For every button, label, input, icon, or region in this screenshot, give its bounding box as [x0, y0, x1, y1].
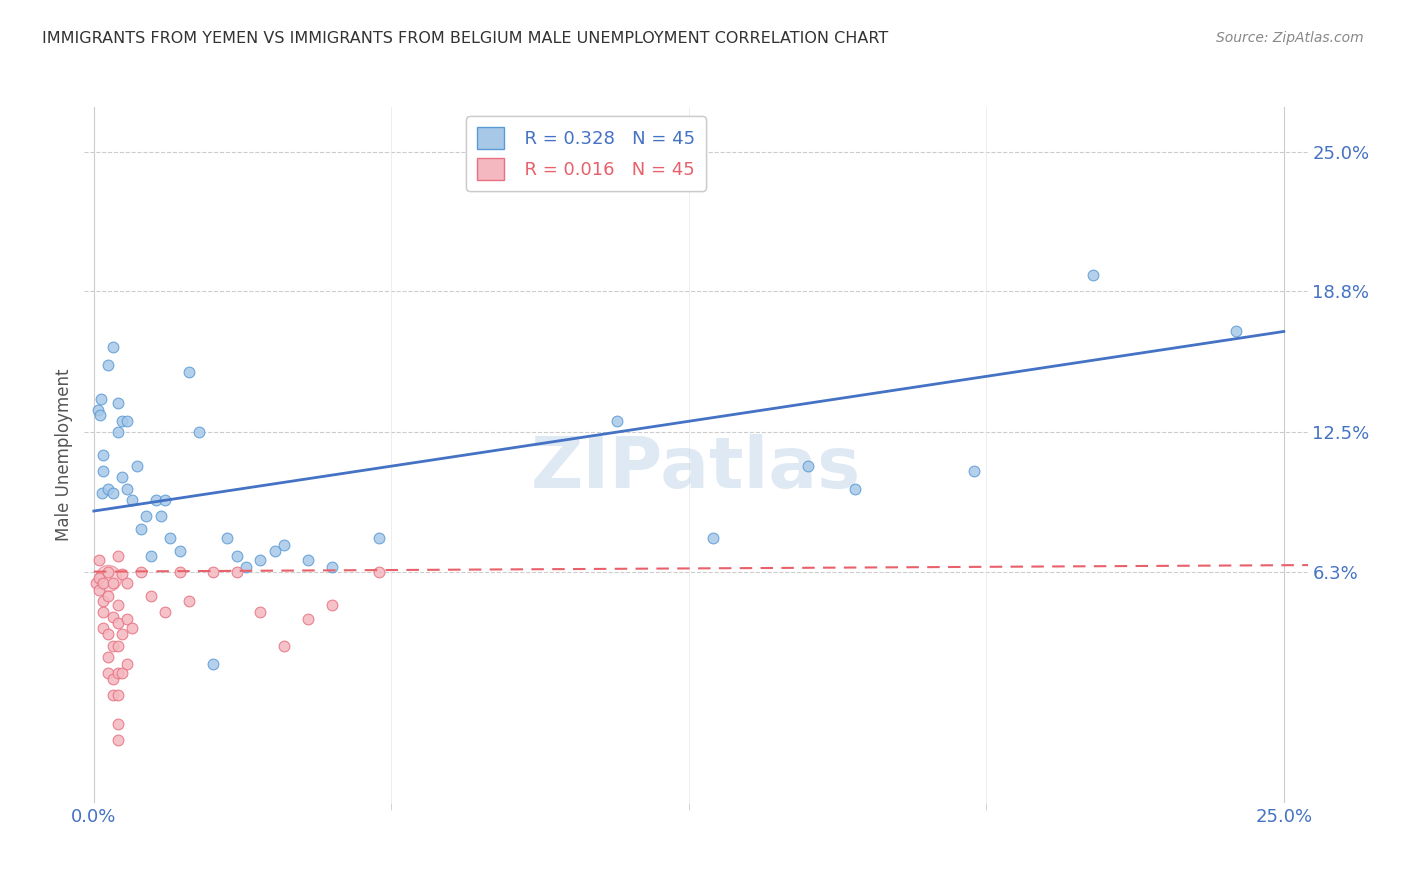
Point: [111, 665, 134, 680]
Point: [101, 688, 124, 702]
Text: Source: ZipAtlas.com: Source: ZipAtlas.com: [1216, 31, 1364, 45]
Point: [107, 717, 129, 731]
Point: [86, 403, 108, 417]
Point: [1083, 268, 1105, 283]
Point: [368, 565, 391, 579]
Point: [107, 639, 129, 653]
Legend:   R = 0.328   N = 45,   R = 0.016   N = 45: R = 0.328 N = 45, R = 0.016 N = 45: [465, 116, 706, 191]
Point: [91, 486, 114, 500]
Point: [111, 566, 134, 581]
Point: [101, 486, 124, 500]
Point: [155, 492, 177, 507]
Point: [844, 482, 866, 496]
Point: [263, 544, 285, 558]
Point: [90, 392, 112, 406]
Point: [702, 531, 724, 545]
Point: [131, 565, 153, 579]
Point: [225, 565, 247, 579]
Point: [97, 627, 120, 641]
Point: [249, 605, 271, 619]
Point: [87, 553, 110, 567]
Point: [177, 594, 200, 608]
Point: [297, 553, 319, 567]
Point: [368, 531, 391, 545]
Point: [93, 594, 115, 608]
Point: [201, 565, 224, 579]
Point: [273, 639, 295, 653]
Point: [87, 571, 110, 585]
Point: [97, 358, 120, 372]
Point: [169, 544, 191, 558]
Point: [963, 464, 986, 478]
Point: [101, 639, 124, 653]
Point: [1225, 325, 1247, 339]
Point: [225, 549, 247, 563]
Point: [101, 340, 124, 354]
Point: [89, 408, 111, 422]
Point: [217, 531, 239, 545]
Point: [111, 470, 134, 484]
Point: [107, 733, 129, 747]
Point: [115, 612, 138, 626]
Point: [93, 621, 115, 635]
Point: [139, 590, 162, 604]
Point: [606, 414, 628, 428]
Point: [115, 482, 138, 496]
Point: [121, 621, 143, 635]
Point: [125, 459, 148, 474]
Point: [97, 565, 120, 579]
Point: [115, 657, 138, 671]
Point: [107, 549, 129, 563]
Point: [107, 616, 129, 631]
Text: IMMIGRANTS FROM YEMEN VS IMMIGRANTS FROM BELGIUM MALE UNEMPLOYMENT CORRELATION C: IMMIGRANTS FROM YEMEN VS IMMIGRANTS FROM…: [42, 31, 889, 46]
Point: [149, 508, 172, 523]
Point: [135, 508, 157, 523]
Point: [321, 599, 343, 613]
Point: [249, 553, 271, 567]
Point: [115, 414, 138, 428]
Point: [187, 425, 209, 440]
Point: [797, 459, 820, 474]
Point: [97, 590, 120, 604]
Point: [101, 673, 124, 687]
Point: [177, 365, 200, 379]
Point: [93, 464, 115, 478]
Point: [93, 575, 115, 590]
Point: [97, 665, 120, 680]
Text: ZIPatlas: ZIPatlas: [531, 434, 860, 503]
Y-axis label: Male Unemployment: Male Unemployment: [55, 368, 73, 541]
Point: [97, 649, 120, 664]
Point: [101, 575, 124, 590]
Point: [155, 605, 177, 619]
Point: [139, 549, 162, 563]
Point: [159, 531, 181, 545]
Point: [131, 522, 153, 536]
Point: [111, 627, 134, 641]
Point: [121, 492, 143, 507]
Point: [169, 565, 191, 579]
Point: [111, 414, 134, 428]
Point: [97, 482, 120, 496]
Point: [321, 560, 343, 574]
Point: [84, 575, 107, 590]
Point: [107, 665, 129, 680]
Point: [145, 492, 167, 507]
Point: [115, 575, 138, 590]
Point: [107, 425, 129, 440]
Point: [97, 571, 120, 585]
Point: [201, 657, 224, 671]
Point: [273, 538, 295, 552]
Point: [93, 605, 115, 619]
Point: [107, 599, 129, 613]
Point: [107, 396, 129, 410]
Point: [297, 612, 319, 626]
Point: [93, 448, 115, 462]
Point: [87, 582, 110, 597]
Point: [107, 688, 129, 702]
Point: [235, 560, 257, 574]
Point: [101, 609, 124, 624]
